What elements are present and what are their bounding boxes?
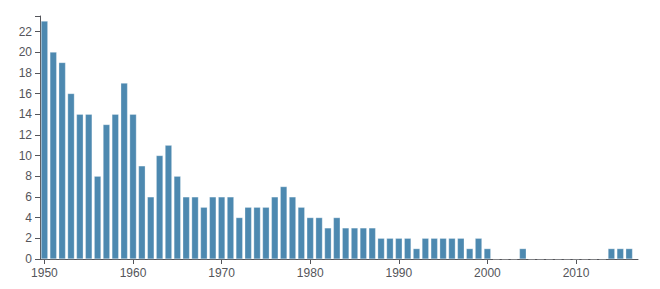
svg-text:2: 2 xyxy=(25,231,32,245)
svg-text:1990: 1990 xyxy=(385,266,412,280)
svg-text:1980: 1980 xyxy=(297,266,324,280)
svg-text:1960: 1960 xyxy=(120,266,147,280)
svg-text:10: 10 xyxy=(19,149,33,163)
svg-text:20: 20 xyxy=(19,45,33,59)
svg-text:6: 6 xyxy=(25,190,32,204)
svg-text:14: 14 xyxy=(19,107,33,121)
svg-text:2000: 2000 xyxy=(474,266,501,280)
svg-text:16: 16 xyxy=(19,87,33,101)
svg-text:1970: 1970 xyxy=(208,266,235,280)
svg-text:2010: 2010 xyxy=(563,266,590,280)
svg-text:22: 22 xyxy=(19,25,33,39)
svg-text:1950: 1950 xyxy=(31,266,58,280)
svg-text:12: 12 xyxy=(19,128,33,142)
svg-text:4: 4 xyxy=(25,211,32,225)
svg-text:18: 18 xyxy=(19,66,33,80)
svg-text:0: 0 xyxy=(25,252,32,266)
svg-text:8: 8 xyxy=(25,169,32,183)
